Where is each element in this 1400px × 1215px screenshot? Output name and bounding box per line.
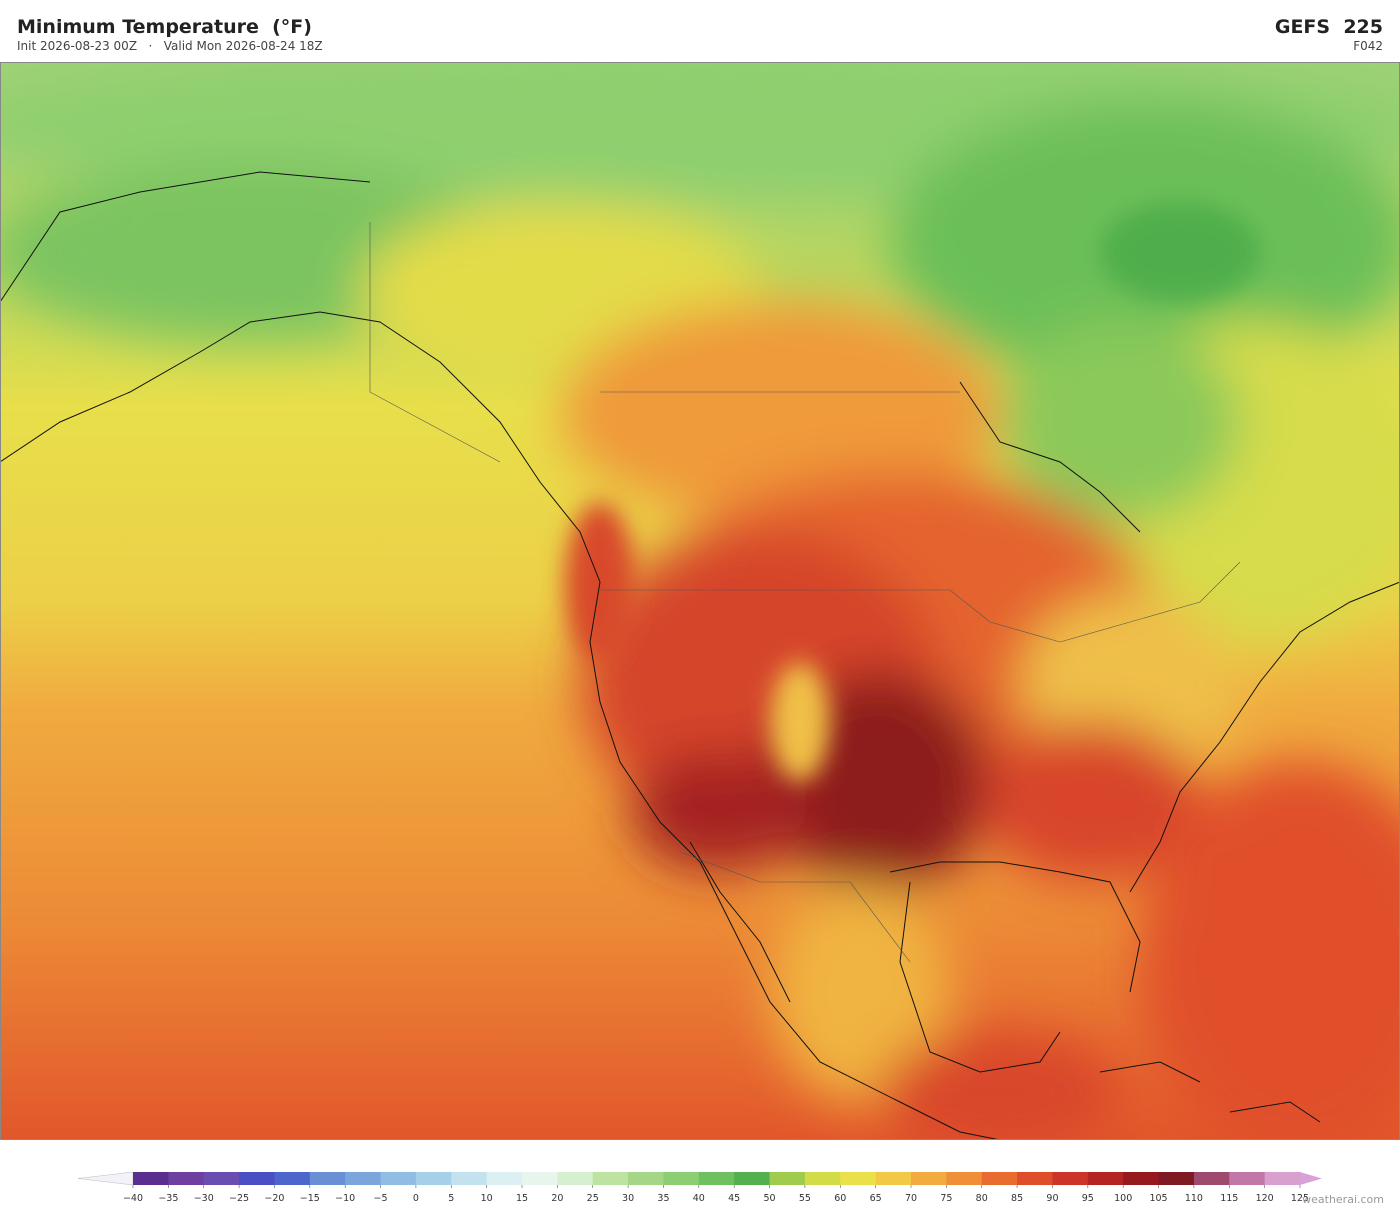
borders (369, 222, 1241, 963)
colorbar-segment (557, 1172, 594, 1185)
model-label: GEFS 225 (1274, 16, 1383, 38)
coastlines (0, 171, 1400, 1140)
tick-label: −35 (158, 1193, 178, 1204)
colorbar-segment (628, 1172, 664, 1185)
tick-label: 35 (657, 1193, 669, 1204)
colorbar-segment (875, 1172, 912, 1185)
colorbar-segment (663, 1172, 700, 1185)
tick-label: 55 (799, 1193, 811, 1204)
colorbar-segment (804, 1172, 841, 1185)
colorbar-segment (1229, 1172, 1266, 1185)
colorbar-segment (1193, 1172, 1230, 1185)
colorbar-segment (592, 1172, 629, 1185)
colorbar-segment (133, 1172, 169, 1185)
tick-label: 50 (763, 1193, 775, 1204)
colorbar-segment (1087, 1172, 1124, 1185)
tick-label: −40 (123, 1193, 143, 1204)
tick-label: 20 (551, 1193, 563, 1204)
colorbar-segment (1123, 1172, 1160, 1185)
colorbar-segment (274, 1172, 311, 1185)
colorbar-segment (239, 1172, 275, 1185)
colorbar-segment (522, 1172, 558, 1185)
colorbar-segment (769, 1172, 806, 1185)
colorbar-segment (1052, 1172, 1089, 1185)
tick-label: 0 (413, 1193, 419, 1204)
tick-label: 70 (905, 1193, 917, 1204)
tick-label: 45 (728, 1193, 740, 1204)
colorbar-segment (345, 1172, 382, 1185)
colorbar-segment (1017, 1172, 1053, 1185)
colorbar-segment (911, 1172, 947, 1185)
tick-label: 115 (1220, 1193, 1238, 1204)
tick-label: 105 (1149, 1193, 1167, 1204)
tick-label: 90 (1046, 1193, 1058, 1204)
tick-label: 25 (587, 1193, 599, 1204)
map (0, 62, 1400, 1140)
title: Minimum Temperature (°F) (17, 16, 312, 38)
field (0, 62, 1400, 1140)
colorbar-segment (168, 1172, 205, 1185)
field-detail (565, 202, 1260, 782)
tick-label: 5 (448, 1193, 454, 1204)
tick-label: 85 (1011, 1193, 1023, 1204)
tick-label: 110 (1185, 1193, 1203, 1204)
tick-label: 30 (622, 1193, 634, 1204)
colorbar-segment (698, 1172, 735, 1185)
colorbar-segment (1158, 1172, 1195, 1185)
colorbar-segment (946, 1172, 983, 1185)
tick-label: 65 (870, 1193, 882, 1204)
colorbar-segment (840, 1172, 877, 1185)
colorbar-segment (1264, 1172, 1301, 1185)
colorbar-segment (734, 1172, 771, 1185)
subtitle: Init 2026-08-23 00Z · Valid Mon 2026-08-… (17, 39, 323, 53)
colorbar-segment (380, 1172, 417, 1185)
colorbar-segment (981, 1172, 1018, 1185)
colorbar-segment (309, 1172, 346, 1185)
tick-label: −10 (335, 1193, 355, 1204)
colorbar-segment (203, 1172, 240, 1185)
tick-label: 100 (1114, 1193, 1132, 1204)
colorbar: −40 −35 −30 −25 −20 −15 −10 −5 0 5 10 15 20 25 30 35 40 4… (77, 1171, 1322, 1204)
tick-label: 40 (693, 1193, 705, 1204)
tick-label: 10 (481, 1193, 493, 1204)
tick-label: 80 (976, 1193, 988, 1204)
colorbar-under (77, 1171, 134, 1186)
tick-label: 125 (1291, 1193, 1309, 1204)
tick-label: 120 (1256, 1193, 1274, 1204)
tick-label: 15 (516, 1193, 528, 1204)
colorbar-segment (415, 1172, 452, 1185)
colorbar-over (1300, 1172, 1322, 1185)
tick-label: −20 (264, 1193, 284, 1204)
tick-label: −30 (194, 1193, 214, 1204)
tick-label: −15 (300, 1193, 320, 1204)
tick-label: 95 (1082, 1193, 1094, 1204)
colorbar-segment (486, 1172, 523, 1185)
watermark: weatherai.com (1302, 1193, 1384, 1206)
forecast-hour: F042 (1353, 39, 1383, 53)
tick-label: −5 (374, 1193, 388, 1204)
tick-label: −25 (229, 1193, 249, 1204)
tick-label: 75 (940, 1193, 952, 1204)
tick-label: 60 (834, 1193, 846, 1204)
colorbar-segment (451, 1172, 488, 1185)
